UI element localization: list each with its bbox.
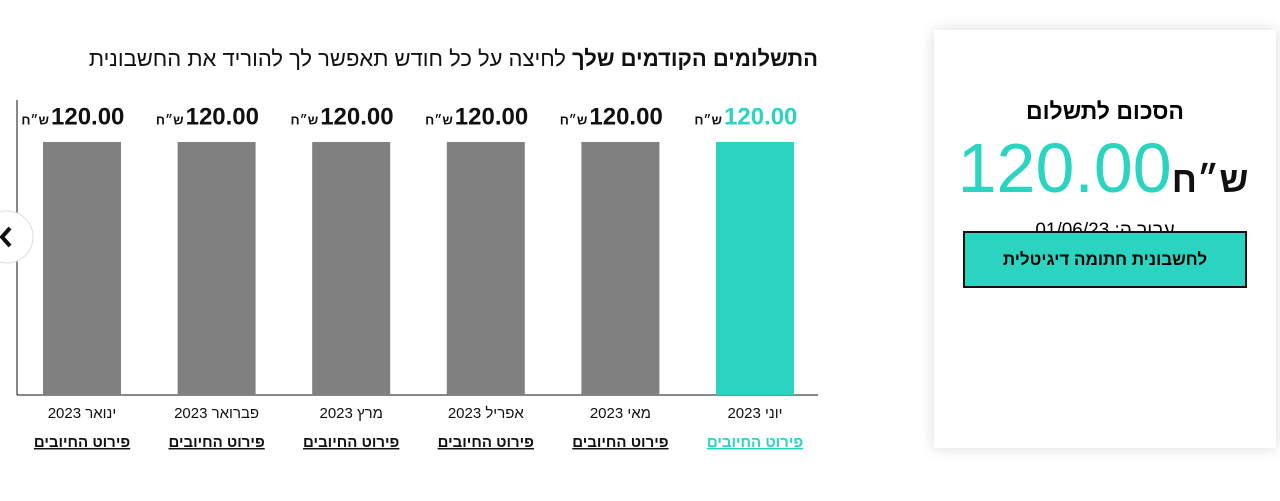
bar[interactable] <box>446 142 525 395</box>
arrow-chevron[interactable] <box>0 226 12 248</box>
value-label: 120.00 <box>724 103 797 130</box>
detail-link[interactable]: פירוט החיובים <box>707 434 803 451</box>
detail-link[interactable]: פירוט החיובים <box>34 434 130 451</box>
value-currency: ש״ח <box>560 112 588 127</box>
invoice-button[interactable]: לחשבונית חתומה דיגיטלית <box>963 231 1247 288</box>
bar[interactable] <box>177 142 256 395</box>
x-tick-label: ינואר 2023 <box>48 405 117 422</box>
bar[interactable] <box>581 142 660 395</box>
arrow-circle[interactable] <box>0 210 34 264</box>
card-amount: ש״ח120.00 <box>934 128 1276 208</box>
heading: התשלומים הקודמים שלך לחיצה על כל חודש תא… <box>89 46 818 72</box>
bar[interactable] <box>43 142 121 395</box>
bar[interactable] <box>312 142 391 395</box>
detail-link[interactable]: פירוט החיובים <box>303 434 399 451</box>
value-label: 120.00 <box>589 103 662 130</box>
detail-link[interactable]: פירוט החיובים <box>168 434 264 451</box>
heading-bold: התשלומים הקודמים שלך <box>572 46 818 71</box>
x-tick-label: מרץ 2023 <box>319 405 382 422</box>
value-label: 120.00 <box>51 103 124 130</box>
bar[interactable] <box>716 142 794 395</box>
detail-link[interactable]: פירוט החיובים <box>438 434 534 451</box>
x-tick-label: יוני 2023 <box>727 405 782 422</box>
card-amount-number: 120.00 <box>957 129 1172 207</box>
card-title: הסכום לתשלום <box>1026 98 1184 124</box>
heading-text: לחיצה על כל חודש תאפשר לך להוריד את החשב… <box>88 46 566 71</box>
card-currency: ש״ח <box>1171 159 1249 200</box>
x-tick-label: פברואר 2023 <box>174 405 259 422</box>
value-label: 120.00 <box>320 103 393 130</box>
x-tick-label: מאי 2023 <box>590 405 651 422</box>
x-tick-label: אפריל 2023 <box>448 405 525 422</box>
value-currency: ש״ח <box>291 112 319 127</box>
value-label: 120.00 <box>186 103 259 130</box>
value-label: 120.00 <box>455 103 528 130</box>
prev-arrow[interactable] <box>0 210 34 264</box>
detail-link[interactable]: פירוט החיובים <box>572 434 668 451</box>
card: הסכום לתשלום ש״ח120.00 עבור ה: 01/06/23 … <box>934 30 1276 448</box>
value-currency: ש״ח <box>156 112 184 127</box>
value-currency: ש״ח <box>694 112 722 127</box>
value-currency: ש״ח <box>21 112 49 127</box>
value-currency: ש״ח <box>425 112 453 127</box>
